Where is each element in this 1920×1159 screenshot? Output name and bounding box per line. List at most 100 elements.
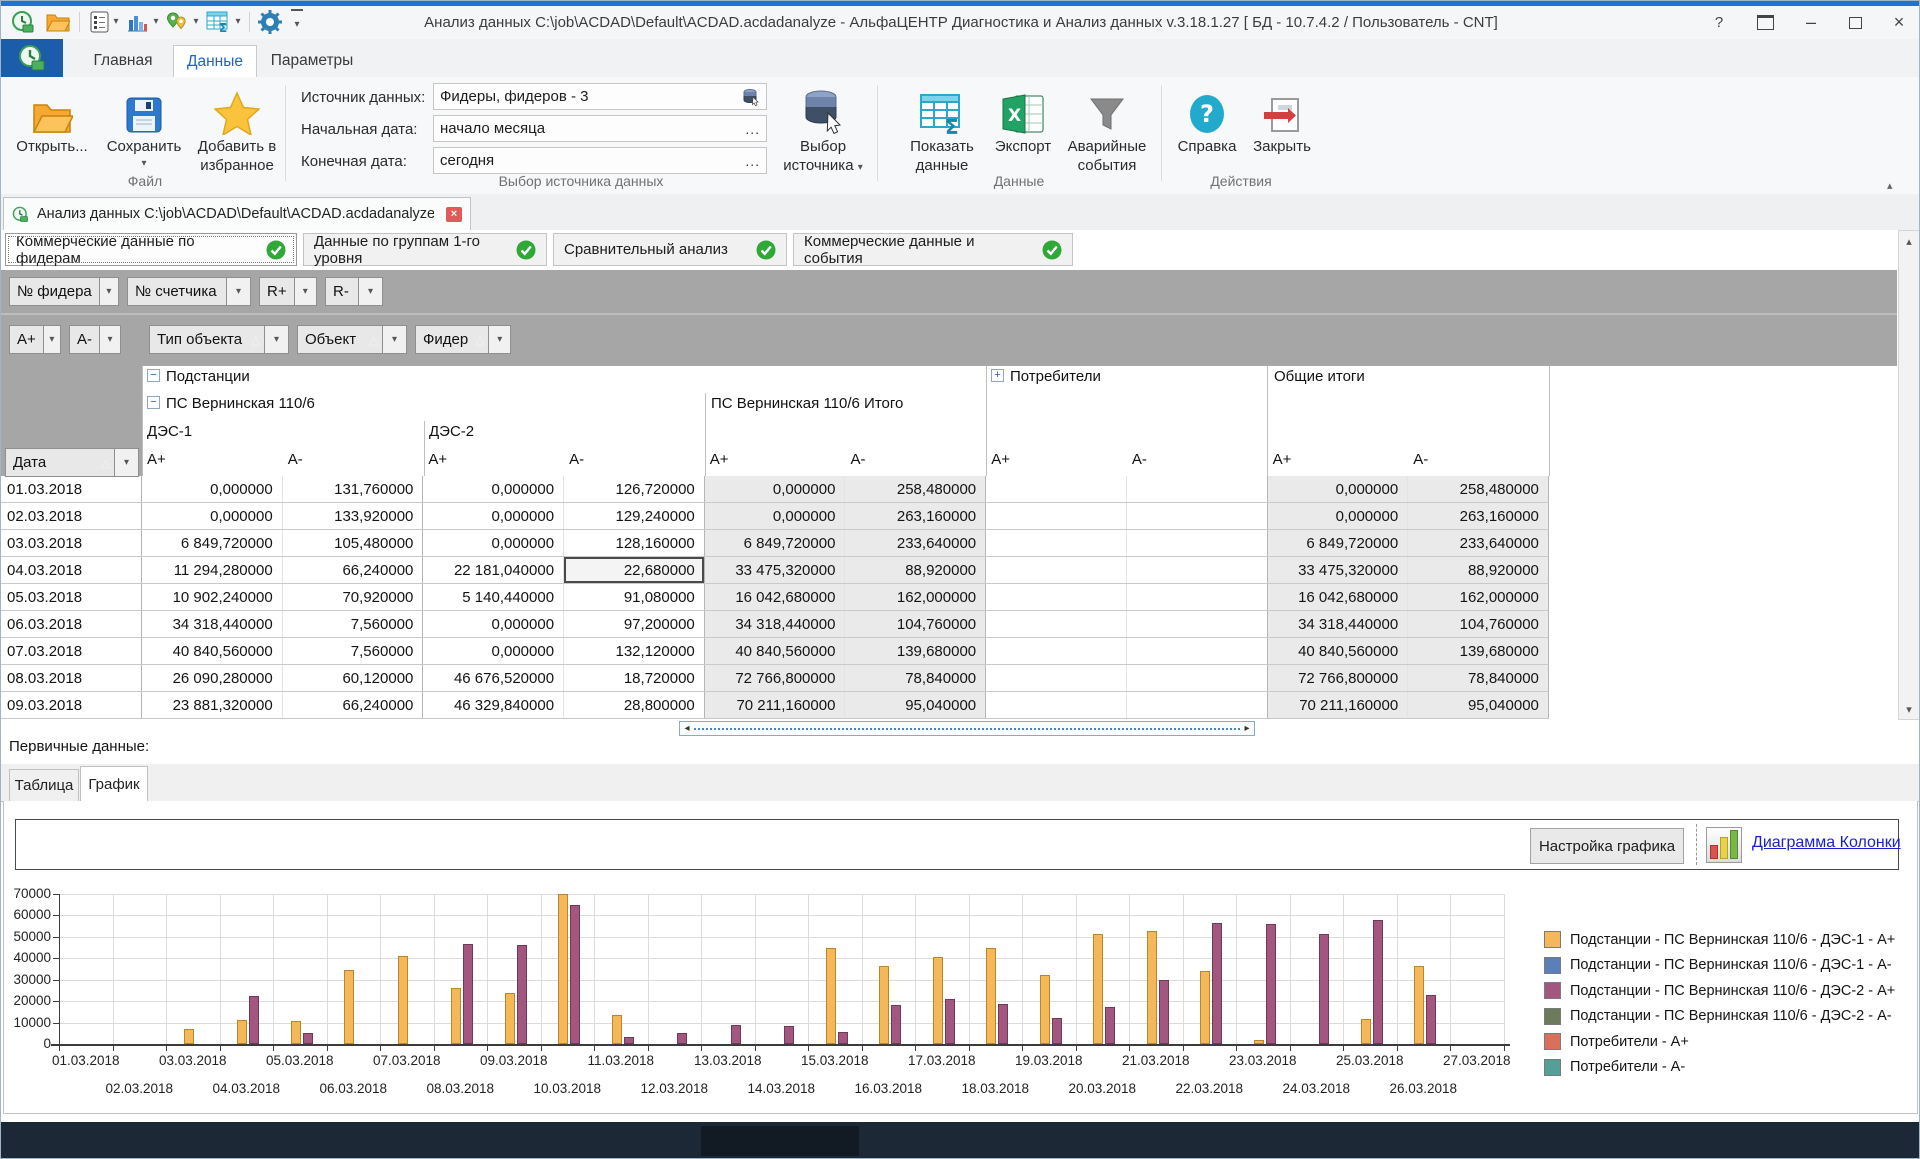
grid-cell[interactable]: 70 211,160000 — [705, 692, 846, 718]
sort-asc-icon[interactable]: △ — [369, 326, 382, 353]
filter-dropdown-icon[interactable]: ▾ — [264, 326, 288, 353]
grid-cell[interactable] — [986, 584, 1127, 610]
grid-cell[interactable] — [986, 665, 1127, 691]
grid-cell[interactable]: 46 329,840000 — [423, 692, 564, 718]
grid-cell[interactable]: 0,000000 — [423, 638, 564, 664]
column-chip-3[interactable]: Фидер△▾ — [415, 325, 511, 354]
grid-cell[interactable]: 34 318,440000 — [1268, 611, 1409, 637]
filter-dropdown-icon[interactable]: ▾ — [382, 326, 406, 353]
grid-cell[interactable] — [1127, 692, 1268, 718]
ribbon-tab-home[interactable]: Главная — [77, 45, 169, 77]
grid-cell[interactable]: 95,040000 — [1408, 692, 1549, 718]
grid-cell[interactable]: 66,240000 — [283, 692, 424, 718]
date-cell[interactable]: 05.03.2018 — [1, 584, 142, 610]
grid-cell[interactable]: 0,000000 — [705, 476, 846, 502]
measure-chip-1[interactable]: A+▾ — [9, 325, 61, 354]
filter-dropdown-icon[interactable]: ▾ — [358, 278, 382, 305]
grid-cell[interactable]: 10 902,240000 — [142, 584, 283, 610]
save-button[interactable]: Сохранить ▾ — [99, 81, 189, 169]
grid-cell[interactable]: 104,760000 — [845, 611, 986, 637]
filter-dropdown-icon[interactable]: ▾ — [99, 326, 120, 353]
collapse-ps-icon[interactable]: − — [147, 396, 160, 409]
date-cell[interactable]: 04.03.2018 — [1, 557, 142, 583]
grid-cell[interactable] — [986, 692, 1127, 718]
grid-cell[interactable]: 162,000000 — [1408, 584, 1549, 610]
sort-asc-icon[interactable]: △ — [475, 326, 488, 353]
grid-cell[interactable]: 233,640000 — [1408, 530, 1549, 556]
scrollbar-track[interactable] — [694, 728, 1240, 730]
grid-cell[interactable]: 40 840,560000 — [705, 638, 846, 664]
grid-cell[interactable] — [986, 557, 1127, 583]
grid-cell[interactable]: 0,000000 — [423, 530, 564, 556]
grid-cell[interactable]: 72 766,800000 — [705, 665, 846, 691]
group-header-des2[interactable]: ДЭС-2 — [429, 423, 474, 440]
grid-cell[interactable] — [1127, 503, 1268, 529]
grid-cell[interactable]: 26 090,280000 — [142, 665, 283, 691]
view-tab-2[interactable]: Данные по группам 1-го уровня — [303, 233, 547, 266]
start-date-field[interactable]: начало месяца ... — [433, 115, 767, 142]
grid-cell[interactable] — [986, 476, 1127, 502]
grid-cell[interactable]: 34 318,440000 — [142, 611, 283, 637]
start-date-picker-button[interactable]: ... — [745, 121, 760, 137]
expand-consumers-icon[interactable]: + — [991, 369, 1004, 382]
grid-cell[interactable]: 0,000000 — [1268, 503, 1409, 529]
date-cell[interactable]: 07.03.2018 — [1, 638, 142, 664]
export-button[interactable]: X Экспорт — [989, 81, 1057, 156]
scroll-up-icon[interactable]: ▴ — [1899, 231, 1919, 251]
date-cell[interactable]: 06.03.2018 — [1, 611, 142, 637]
grid-cell[interactable]: 18,720000 — [564, 665, 705, 691]
grid-cell[interactable] — [1127, 557, 1268, 583]
grid-cell[interactable]: 0,000000 — [1268, 476, 1409, 502]
view-tab-1[interactable]: Коммерческие данные по фидерам — [5, 233, 297, 266]
grid-cell[interactable]: 16 042,680000 — [1268, 584, 1409, 610]
grid-cell[interactable] — [1127, 530, 1268, 556]
group-header-ps[interactable]: ПС Вернинская 110/6 — [166, 395, 315, 412]
grid-cell[interactable]: 131,760000 — [283, 476, 424, 502]
vertical-scrollbar[interactable]: ▴ ▾ — [1898, 230, 1920, 720]
help-button[interactable]: ? Справка — [1171, 81, 1243, 156]
scroll-left-icon[interactable]: ◂ — [680, 722, 694, 735]
help-titlebar-icon[interactable]: ? — [1701, 6, 1737, 39]
grid-cell[interactable]: 0,000000 — [142, 476, 283, 502]
grid-cell[interactable] — [1127, 638, 1268, 664]
grid-cell[interactable]: 132,120000 — [564, 638, 705, 664]
date-cell[interactable]: 09.03.2018 — [1, 692, 142, 718]
select-source-dropdown-icon[interactable]: ▾ — [858, 162, 863, 173]
grid-cell[interactable]: 70,920000 — [283, 584, 424, 610]
grid-cell[interactable]: 22 181,040000 — [423, 557, 564, 583]
group-header-totals[interactable]: Общие итоги — [1274, 368, 1365, 385]
filter-chip-3[interactable]: R+▾ — [259, 277, 317, 306]
grid-cell[interactable] — [986, 503, 1127, 529]
end-date-picker-button[interactable]: ... — [745, 153, 760, 169]
grid-cell[interactable]: 0,000000 — [423, 503, 564, 529]
date-cell[interactable]: 01.03.2018 — [1, 476, 142, 502]
grid-cell[interactable]: 40 840,560000 — [1268, 638, 1409, 664]
filter-dropdown-icon[interactable]: ▾ — [114, 449, 138, 476]
grid-cell[interactable]: 33 475,320000 — [1268, 557, 1409, 583]
filter-dropdown-icon[interactable]: ▾ — [43, 326, 60, 353]
date-cell[interactable]: 03.03.2018 — [1, 530, 142, 556]
grid-cell[interactable]: 263,160000 — [845, 503, 986, 529]
grid-cell[interactable]: 95,040000 — [845, 692, 986, 718]
grid-cell[interactable]: 129,240000 — [564, 503, 705, 529]
close-document-button[interactable]: Закрыть — [1247, 81, 1317, 156]
grid-cell[interactable]: 40 840,560000 — [142, 638, 283, 664]
emergency-events-button[interactable]: Аварийные события — [1059, 81, 1155, 175]
scroll-down-icon[interactable]: ▾ — [1899, 699, 1919, 719]
end-date-field[interactable]: сегодня ... — [433, 147, 767, 174]
database-small-icon[interactable] — [742, 88, 760, 106]
grid-cell[interactable]: 72 766,800000 — [1268, 665, 1409, 691]
document-close-icon[interactable]: × — [446, 207, 462, 222]
filter-chip-2[interactable]: № счетчика▾ — [127, 277, 251, 306]
filter-dropdown-icon[interactable]: ▾ — [294, 278, 316, 305]
grid-cell[interactable]: 7,560000 — [283, 638, 424, 664]
grid-cell[interactable]: 78,840000 — [845, 665, 986, 691]
grid-cell[interactable]: 105,480000 — [283, 530, 424, 556]
grid-cell[interactable]: 16 042,680000 — [705, 584, 846, 610]
grid-cell[interactable]: 258,480000 — [845, 476, 986, 502]
close-window-button[interactable]: × — [1879, 6, 1919, 39]
save-dropdown-icon[interactable]: ▾ — [99, 156, 189, 169]
grid-cell[interactable]: 33 475,320000 — [705, 557, 846, 583]
ribbon-tab-data[interactable]: Данные — [173, 45, 257, 78]
measure-chip-2[interactable]: A-▾ — [69, 325, 121, 354]
